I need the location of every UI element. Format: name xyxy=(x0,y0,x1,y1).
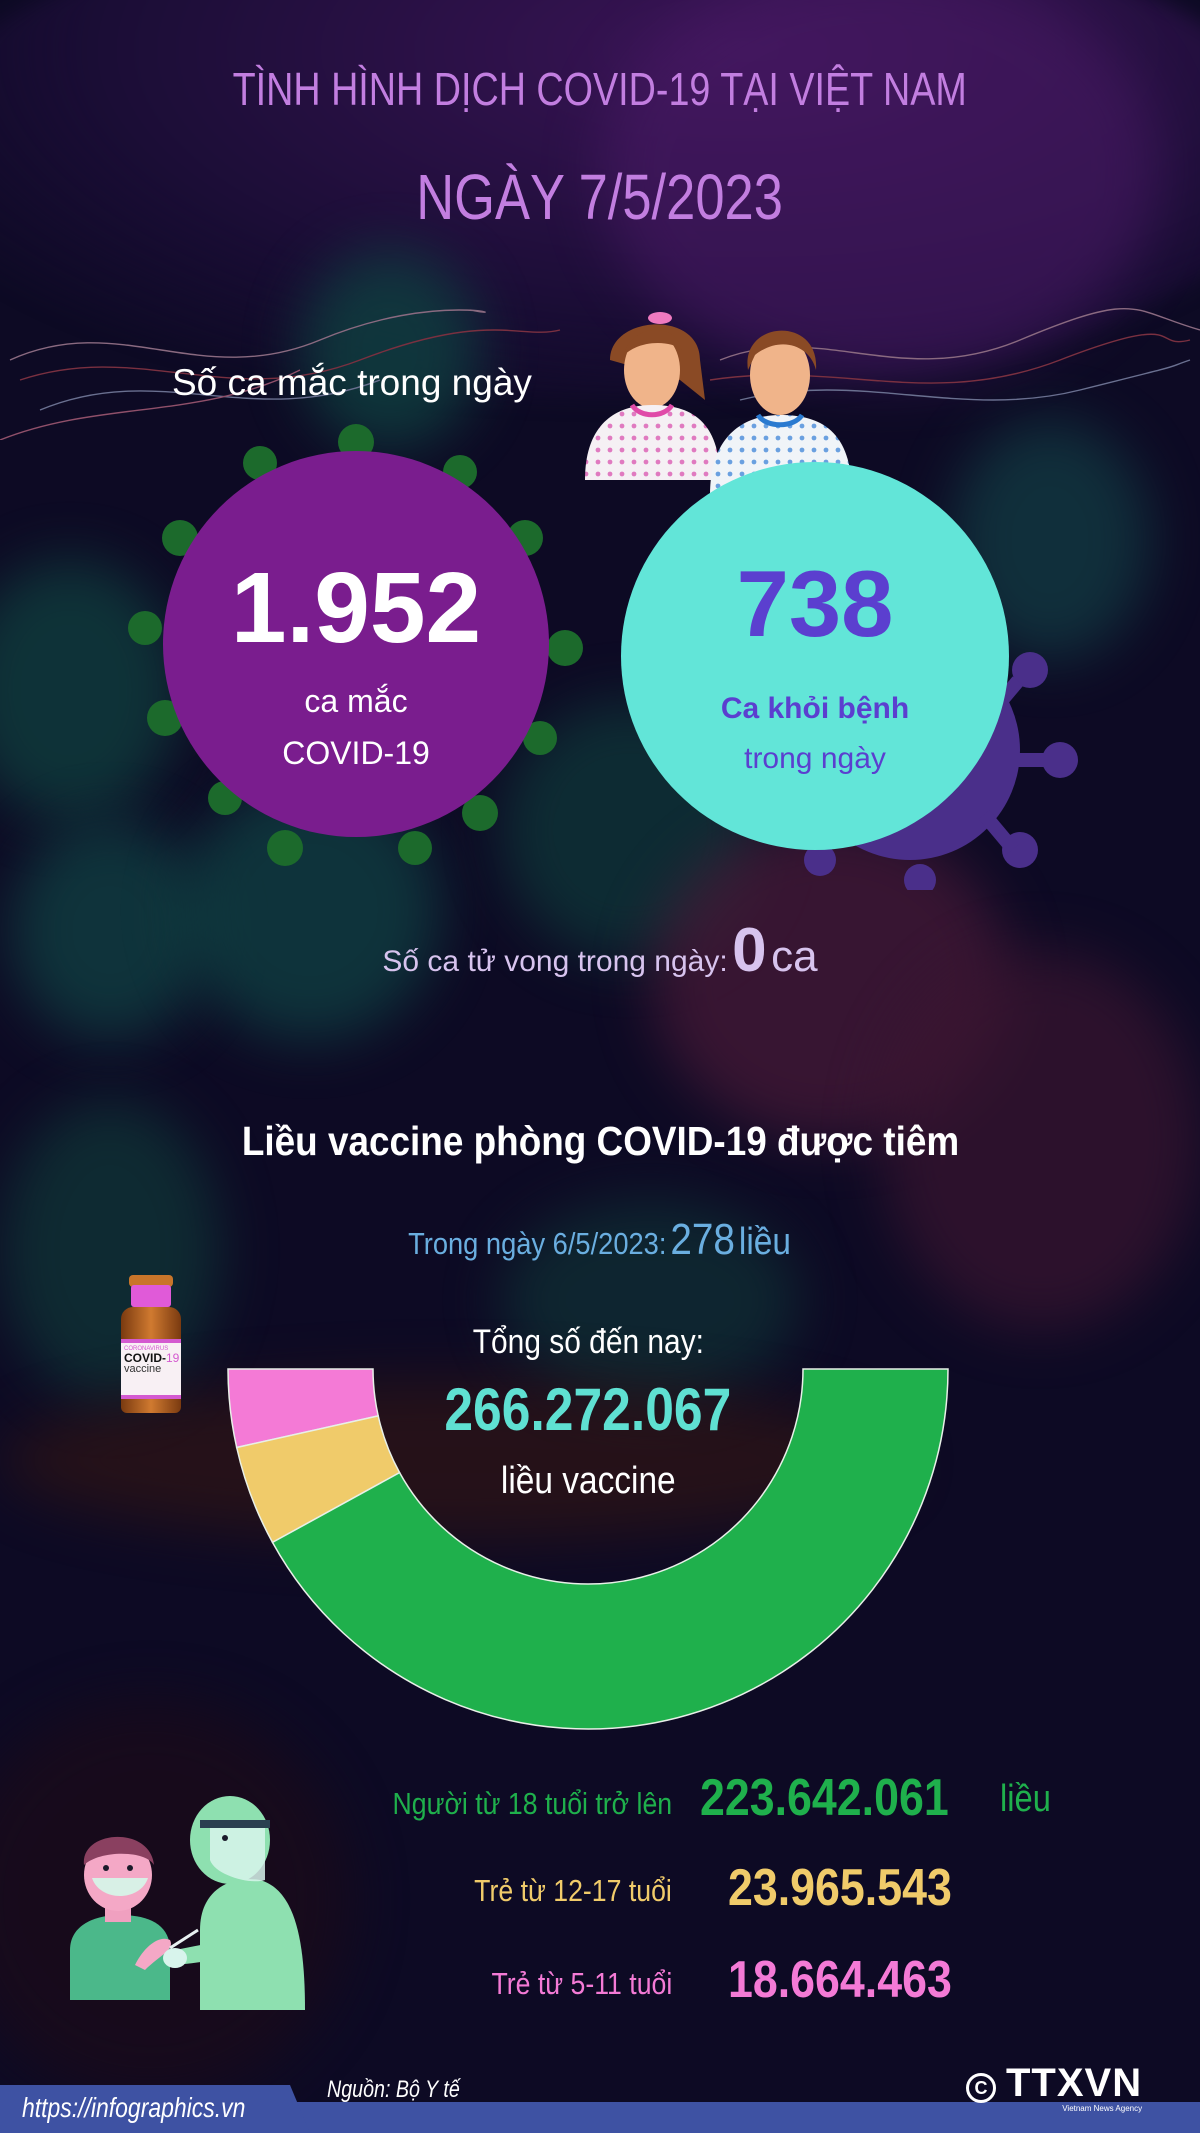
deaths-value: 0 xyxy=(732,916,767,985)
vial-text-top: CORONAVIRUS xyxy=(124,1346,169,1352)
row-unit: liều xyxy=(1000,1778,1059,1821)
row-value-text: 23.965.543 xyxy=(728,1859,952,1917)
vaccine-heading: Liều vaccine phòng COVID-19 được tiêm xyxy=(0,1118,1200,1165)
date-text: NGÀY 7/5/2023 xyxy=(416,161,784,233)
total-value: 266.272.067 xyxy=(0,1375,1176,1444)
row-label: Người từ 18 tuổi trở lên xyxy=(347,1786,672,1822)
row-value: 23.965.543 xyxy=(728,1858,988,1918)
row-label-text: Trẻ từ 5-11 tuổi xyxy=(491,1966,672,2001)
segment-18-plus xyxy=(271,1368,949,1730)
recovered-label-2: trong ngày xyxy=(744,742,886,775)
row-unit-text: liều xyxy=(1000,1778,1051,1820)
total-unit-text: liều vaccine xyxy=(500,1460,676,1502)
row-value: 18.664.463 xyxy=(728,1950,988,2010)
daily-doses-line: Trong ngày 6/5/2023: 278 liều xyxy=(0,1215,1200,1265)
row-value: 223.642.061 xyxy=(700,1768,989,1828)
recovered-circle: 738 Ca khỏi bệnh trong ngày xyxy=(621,462,1009,850)
row-label-text: Người từ 18 tuổi trở lên xyxy=(392,1786,672,1821)
recovered-value: 738 xyxy=(736,551,894,656)
vaccine-heading-text: Liều vaccine phòng COVID-19 được tiêm xyxy=(241,1118,959,1164)
row-label-text: Trẻ từ 12-17 tuổi xyxy=(474,1873,672,1908)
footer-url-link[interactable]: https://infographics.vn xyxy=(22,2092,294,2124)
page-date: NGÀY 7/5/2023 xyxy=(0,160,1200,234)
daily-doses-value: 278 xyxy=(670,1215,736,1264)
deaths-label: Số ca tử vong trong ngày: xyxy=(382,945,728,978)
row-value-text: 18.664.463 xyxy=(728,1951,952,2009)
decorative-wave-lines xyxy=(0,308,1200,440)
total-value-text: 266.272.067 xyxy=(444,1376,732,1443)
source-text: Nguồn: Bộ Y tế xyxy=(327,2076,460,2103)
vial-text-main: COVID- xyxy=(124,1351,166,1365)
copyright-icon: C xyxy=(966,2073,996,2103)
row-label: Trẻ từ 12-17 tuổi xyxy=(442,1873,672,1909)
recovered-label-1: Ca khỏi bệnh xyxy=(720,692,910,725)
total-label: Tổng số đến nay: xyxy=(0,1323,1176,1362)
vaccination-illustration xyxy=(70,1796,305,2010)
deaths-line: Số ca tử vong trong ngày: 0 ca xyxy=(0,915,1200,986)
row-label: Trẻ từ 5-11 tuổi xyxy=(462,1966,672,2002)
vaccine-vial-icon: CORONAVIRUS COVID-19 vaccine xyxy=(119,1275,183,1415)
row-value-text: 223.642.061 xyxy=(700,1769,949,1827)
daily-doses-label: Trong ngày 6/5/2023: xyxy=(408,1226,667,1261)
new-cases-label-2: COVID-19 xyxy=(282,735,430,771)
cases-heading: Số ca mắc trong ngày xyxy=(172,362,532,403)
total-unit: liều vaccine xyxy=(0,1460,1176,1503)
page-title: TÌNH HÌNH DỊCH COVID-19 TẠI VIỆT NAM xyxy=(0,62,1200,116)
ttxvn-logo: C TTXVN Vietnam News Agency xyxy=(966,2063,1142,2113)
new-cases-label-1: ca mắc xyxy=(304,683,408,719)
deaths-unit: ca xyxy=(771,932,818,981)
source-credit: Nguồn: Bộ Y tế xyxy=(327,2076,489,2104)
total-label-text: Tổng số đến nay: xyxy=(472,1323,704,1361)
logo-text: TTXVN xyxy=(1006,2061,1143,2105)
title-text: TÌNH HÌNH DỊCH COVID-19 TẠI VIỆT NAM xyxy=(232,63,968,115)
patients-icon xyxy=(585,312,852,495)
new-cases-value: 1.952 xyxy=(230,552,482,664)
new-cases-circle: 1.952 ca mắc COVID-19 xyxy=(163,451,549,837)
logo-subtext: Vietnam News Agency xyxy=(1062,2104,1143,2113)
daily-doses-unit: liều xyxy=(739,1221,792,1263)
vial-text-num: 19 xyxy=(166,1351,180,1365)
vial-text-sub: vaccine xyxy=(124,1363,162,1375)
footer-url-tab xyxy=(0,2085,310,2133)
footer-url-text[interactable]: https://infographics.vn xyxy=(22,2092,246,2123)
